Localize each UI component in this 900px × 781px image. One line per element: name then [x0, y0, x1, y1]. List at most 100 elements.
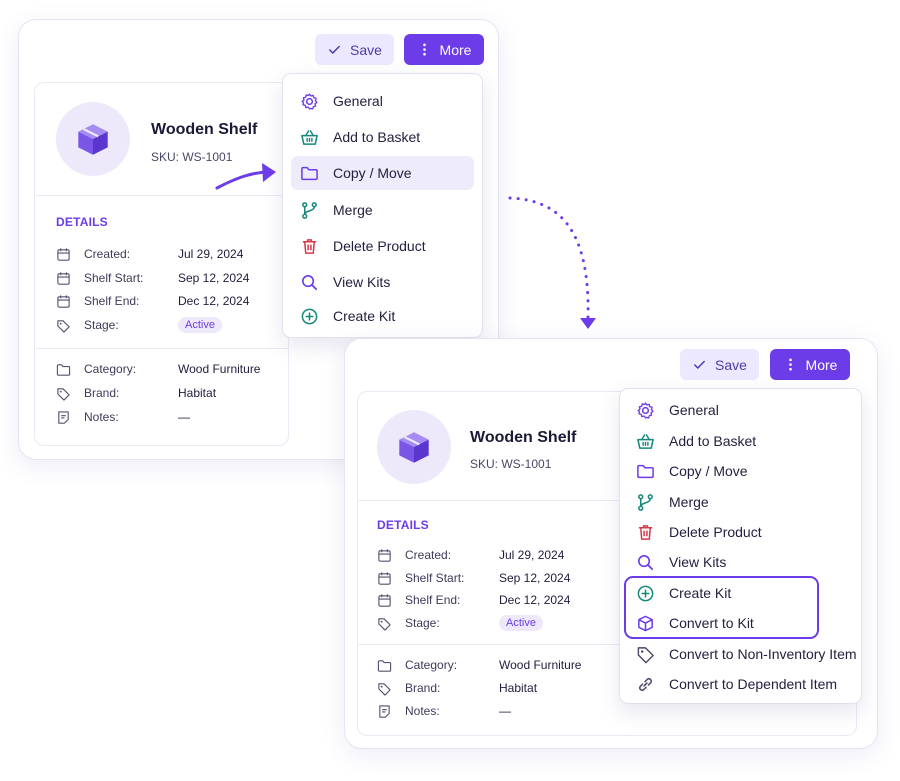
meta-row-category: Category: Wood Furniture [377, 656, 581, 674]
save-button[interactable]: Save [680, 349, 759, 380]
calendar-icon [57, 294, 70, 308]
menu-item-copy-move[interactable]: Copy / Move [628, 456, 853, 486]
plus-circle-icon [637, 585, 654, 601]
more-button[interactable]: More [404, 34, 484, 65]
menu-item-general[interactable]: General [291, 83, 474, 119]
menu-item-general[interactable]: General [628, 395, 853, 425]
menu-item-merge[interactable]: Merge [291, 192, 474, 228]
trash-icon [638, 524, 653, 540]
menu-item-label: Merge [333, 202, 373, 218]
menu-item-convert-to-dependent[interactable]: Convert to Dependent Item [628, 669, 853, 699]
detail-label: Shelf End: [405, 593, 461, 607]
meta-label: Brand: [84, 386, 120, 400]
meta-row-notes: Notes: — [377, 702, 511, 720]
product-title: Wooden Shelf [470, 429, 577, 446]
meta-label: Brand: [405, 681, 441, 695]
plus-circle-icon [301, 308, 318, 324]
kebab-icon [422, 43, 426, 56]
box-icon [399, 432, 429, 463]
new-options-highlight [624, 576, 819, 639]
save-button[interactable]: Save [315, 34, 394, 65]
basket-icon [637, 433, 654, 449]
menu-item-label: Convert to Kit [669, 615, 754, 631]
detail-value: Jul 29, 2024 [499, 548, 565, 562]
detail-row-shelf-end: Shelf End: Dec 12, 2024 [377, 591, 570, 609]
meta-label: Notes: [405, 704, 440, 718]
detail-label: Shelf Start: [405, 571, 465, 585]
merge-icon [302, 201, 317, 219]
menu-item-add-to-basket[interactable]: Add to Basket [291, 119, 474, 155]
menu-item-label: View Kits [669, 554, 727, 570]
meta-value: Wood Furniture [499, 658, 582, 672]
menu-item-delete-product[interactable]: Delete Product [291, 228, 474, 264]
menu-item-delete-product[interactable]: Delete Product [628, 517, 853, 547]
menu-item-convert-to-kit[interactable]: Convert to Kit [628, 608, 853, 638]
menu-item-label: Create Kit [669, 585, 732, 601]
divider [35, 195, 289, 196]
details-heading: DETAILS [377, 518, 429, 532]
product-avatar [377, 410, 451, 484]
detail-value: Sep 12, 2024 [178, 271, 250, 285]
meta-value: Wood Furniture [178, 362, 261, 376]
detail-label: Shelf End: [84, 294, 140, 308]
menu-item-label: Create Kit [333, 308, 396, 324]
menu-item-view-kits[interactable]: View Kits [628, 547, 853, 577]
save-label: Save [350, 41, 382, 58]
kebab-icon [788, 358, 792, 371]
dotted-flow-arrow [508, 196, 596, 329]
detail-row-shelf-start: Shelf Start: Sep 12, 2024 [56, 269, 249, 287]
gear-icon [301, 92, 318, 110]
menu-item-add-to-basket[interactable]: Add to Basket [628, 426, 853, 456]
detail-row-shelf-end: Shelf End: Dec 12, 2024 [56, 292, 249, 310]
product-avatar [56, 102, 130, 176]
menu-item-label: Delete Product [669, 524, 762, 540]
menu-item-label: View Kits [333, 274, 391, 290]
detail-value: Dec 12, 2024 [499, 593, 571, 607]
detail-row-stage: Stage: Active [377, 614, 543, 632]
calendar-icon [57, 271, 70, 285]
menu-item-convert-to-non-inventory[interactable]: Convert to Non-Inventory Item [628, 639, 857, 669]
meta-value: Habitat [178, 386, 217, 400]
note-icon [58, 410, 69, 424]
folder-icon [377, 659, 392, 672]
more-menu-after: General Add to Basket Copy / Move Merge … [619, 388, 862, 704]
menu-item-label: Convert to Dependent Item [669, 676, 838, 692]
more-button[interactable]: More [770, 349, 850, 380]
stage-badge: Active [178, 317, 222, 333]
search-icon [638, 554, 654, 570]
tag-icon [57, 387, 70, 401]
gear-icon [637, 401, 654, 419]
detail-row-stage: Stage: Active [56, 316, 222, 334]
calendar-icon [378, 548, 391, 562]
menu-item-label: General [333, 93, 383, 109]
menu-item-view-kits[interactable]: View Kits [291, 264, 474, 300]
divider [358, 644, 620, 645]
menu-item-create-kit[interactable]: Create Kit [628, 578, 853, 608]
menu-item-label: Merge [669, 494, 709, 510]
tag-icon [378, 682, 391, 696]
pointer-arrow [215, 163, 276, 190]
menu-item-copy-move[interactable]: Copy / Move [291, 156, 474, 190]
basket-icon [301, 129, 318, 145]
trash-icon [302, 238, 317, 254]
calendar-icon [57, 247, 70, 261]
detail-value: Jul 29, 2024 [178, 247, 244, 261]
detail-label: Stage: [405, 616, 440, 630]
product-sku: SKU: WS-1001 [470, 457, 552, 471]
detail-label: Shelf Start: [84, 271, 144, 285]
menu-item-label: General [669, 402, 719, 418]
meta-label: Category: [405, 658, 458, 672]
detail-label: Created: [405, 548, 452, 562]
tag-icon [637, 646, 654, 663]
product-title: Wooden Shelf [151, 121, 258, 138]
detail-row-shelf-start: Shelf Start: Sep 12, 2024 [377, 569, 570, 587]
detail-row-created: Created: Jul 29, 2024 [377, 546, 564, 564]
box-icon [78, 124, 108, 155]
menu-item-create-kit[interactable]: Create Kit [291, 298, 474, 334]
detail-row-created: Created: Jul 29, 2024 [56, 245, 243, 263]
calendar-icon [378, 571, 391, 585]
folder-icon [301, 166, 318, 180]
merge-icon [638, 493, 653, 511]
menu-item-merge[interactable]: Merge [628, 487, 853, 517]
tag-icon [378, 617, 391, 631]
